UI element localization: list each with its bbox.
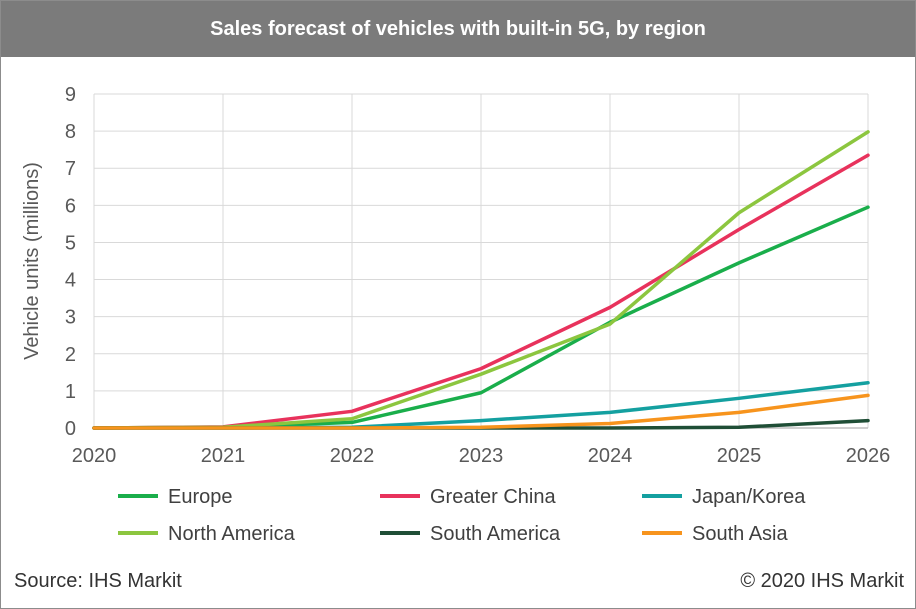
y-tick-label: 1 xyxy=(65,381,76,403)
x-tick-label: 2020 xyxy=(72,445,117,467)
y-tick-label: 2 xyxy=(65,344,76,366)
y-tick-label: 4 xyxy=(65,270,76,292)
legend-label: North America xyxy=(168,523,296,545)
x-tick-label: 2026 xyxy=(846,445,891,467)
copyright-note: © 2020 IHS Markit xyxy=(740,570,904,592)
legend-label: Japan/Korea xyxy=(692,486,806,508)
legend-label: South America xyxy=(430,523,561,545)
x-tick-label: 2023 xyxy=(459,445,504,467)
y-tick-label: 8 xyxy=(65,121,76,143)
legend-label: Europe xyxy=(168,486,233,508)
chart-title: Sales forecast of vehicles with built-in… xyxy=(1,1,915,57)
x-tick-label: 2024 xyxy=(588,445,633,467)
y-tick-label: 0 xyxy=(65,418,76,440)
x-tick-label: 2021 xyxy=(201,445,246,467)
y-tick-label: 9 xyxy=(65,84,76,106)
x-tick-label: 2022 xyxy=(330,445,375,467)
legend-label: Greater China xyxy=(430,486,556,508)
legend-label: South Asia xyxy=(692,523,789,545)
y-tick-label: 7 xyxy=(65,158,76,180)
y-tick-label: 6 xyxy=(65,195,76,217)
y-tick-label: 5 xyxy=(65,232,76,254)
y-axis-label: Vehicle units (millions) xyxy=(21,162,43,360)
series-line xyxy=(92,393,870,430)
y-tick-label: 3 xyxy=(65,307,76,329)
source-note: Source: IHS Markit xyxy=(14,570,182,592)
x-tick-label: 2025 xyxy=(717,445,762,467)
